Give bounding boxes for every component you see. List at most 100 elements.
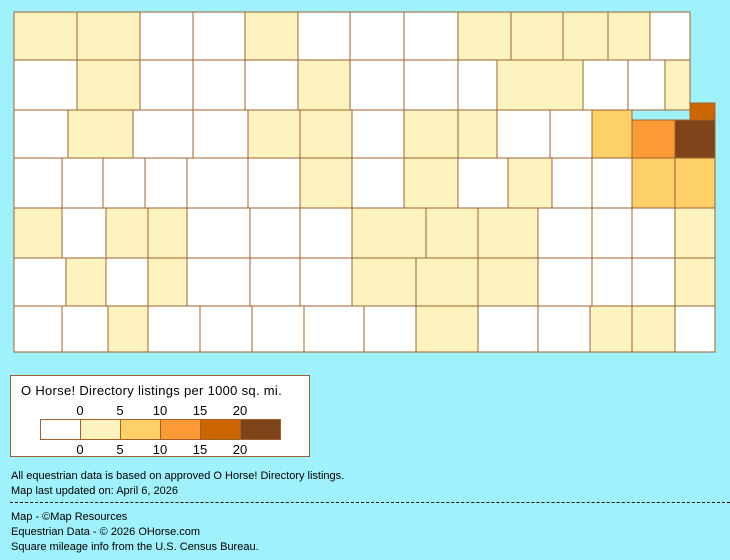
county[interactable] [415, 305, 479, 353]
county[interactable] [244, 59, 299, 111]
county[interactable] [76, 59, 141, 111]
county[interactable] [144, 157, 188, 209]
county[interactable] [591, 157, 633, 209]
county[interactable] [477, 305, 539, 353]
legend-swatch [81, 420, 121, 439]
county[interactable] [607, 11, 651, 61]
county[interactable] [627, 59, 666, 111]
county[interactable] [299, 207, 353, 259]
county[interactable] [363, 305, 417, 353]
county[interactable] [631, 257, 676, 307]
county[interactable] [349, 59, 405, 111]
county[interactable] [186, 157, 249, 209]
county[interactable] [549, 109, 593, 159]
county[interactable] [192, 59, 246, 111]
county[interactable] [61, 207, 107, 259]
county[interactable] [13, 59, 78, 111]
county[interactable] [13, 157, 63, 209]
county[interactable] [664, 59, 691, 111]
county[interactable] [537, 305, 591, 353]
county[interactable] [76, 11, 141, 61]
county[interactable] [147, 305, 201, 353]
county[interactable] [13, 109, 69, 159]
county[interactable] [631, 119, 676, 159]
county[interactable] [425, 207, 479, 259]
county[interactable] [477, 257, 539, 307]
county[interactable] [510, 11, 564, 61]
county[interactable] [247, 109, 301, 159]
county[interactable] [457, 157, 509, 209]
county[interactable] [496, 109, 551, 159]
county[interactable] [507, 157, 553, 209]
county[interactable] [674, 257, 716, 307]
county[interactable] [132, 109, 194, 159]
county[interactable] [147, 207, 188, 259]
county[interactable] [13, 257, 67, 307]
county[interactable] [192, 11, 246, 61]
county[interactable] [457, 109, 498, 159]
county[interactable] [139, 59, 194, 111]
county[interactable] [403, 109, 459, 159]
county[interactable] [199, 305, 253, 353]
county[interactable] [303, 305, 365, 353]
county[interactable] [67, 109, 134, 159]
county[interactable] [351, 207, 427, 259]
county[interactable] [562, 11, 609, 61]
county[interactable] [351, 257, 417, 307]
county[interactable] [591, 207, 633, 259]
county[interactable] [351, 157, 405, 209]
county[interactable] [249, 207, 301, 259]
county[interactable] [403, 59, 459, 111]
county[interactable] [537, 257, 593, 307]
county[interactable] [244, 11, 299, 61]
county[interactable] [186, 207, 251, 259]
county[interactable] [65, 257, 107, 307]
county[interactable] [582, 59, 629, 111]
county[interactable] [689, 102, 716, 121]
county[interactable] [403, 157, 459, 209]
county[interactable] [403, 11, 459, 61]
county[interactable] [299, 157, 353, 209]
county[interactable] [589, 305, 633, 353]
county[interactable] [13, 305, 63, 353]
county[interactable] [631, 207, 676, 259]
county[interactable] [496, 59, 584, 111]
county[interactable] [107, 305, 149, 353]
county[interactable] [631, 305, 676, 353]
county[interactable] [477, 207, 539, 259]
county[interactable] [297, 59, 351, 111]
county[interactable] [251, 305, 305, 353]
county[interactable] [13, 11, 78, 61]
county[interactable] [297, 11, 351, 61]
county[interactable] [674, 207, 716, 259]
county[interactable] [192, 109, 249, 159]
county[interactable] [551, 157, 593, 209]
county[interactable] [649, 11, 691, 61]
county[interactable] [249, 257, 301, 307]
county[interactable] [457, 59, 498, 111]
county[interactable] [13, 207, 63, 259]
county[interactable] [591, 257, 633, 307]
county[interactable] [61, 305, 109, 353]
county[interactable] [591, 109, 633, 159]
county[interactable] [299, 257, 353, 307]
county[interactable] [674, 119, 716, 159]
county[interactable] [299, 109, 353, 159]
county[interactable] [105, 257, 149, 307]
county[interactable] [105, 207, 149, 259]
county[interactable] [415, 257, 479, 307]
county[interactable] [674, 305, 716, 353]
county[interactable] [61, 157, 104, 209]
county[interactable] [247, 157, 301, 209]
county[interactable] [102, 157, 146, 209]
county[interactable] [674, 157, 716, 209]
county[interactable] [351, 109, 405, 159]
county[interactable] [631, 157, 676, 209]
data-credit: Equestrian Data - © 2026 OHorse.com [11, 526, 201, 538]
county[interactable] [349, 11, 405, 61]
county[interactable] [147, 257, 188, 307]
county[interactable] [139, 11, 194, 61]
county[interactable] [457, 11, 512, 61]
county[interactable] [537, 207, 593, 259]
county[interactable] [186, 257, 251, 307]
